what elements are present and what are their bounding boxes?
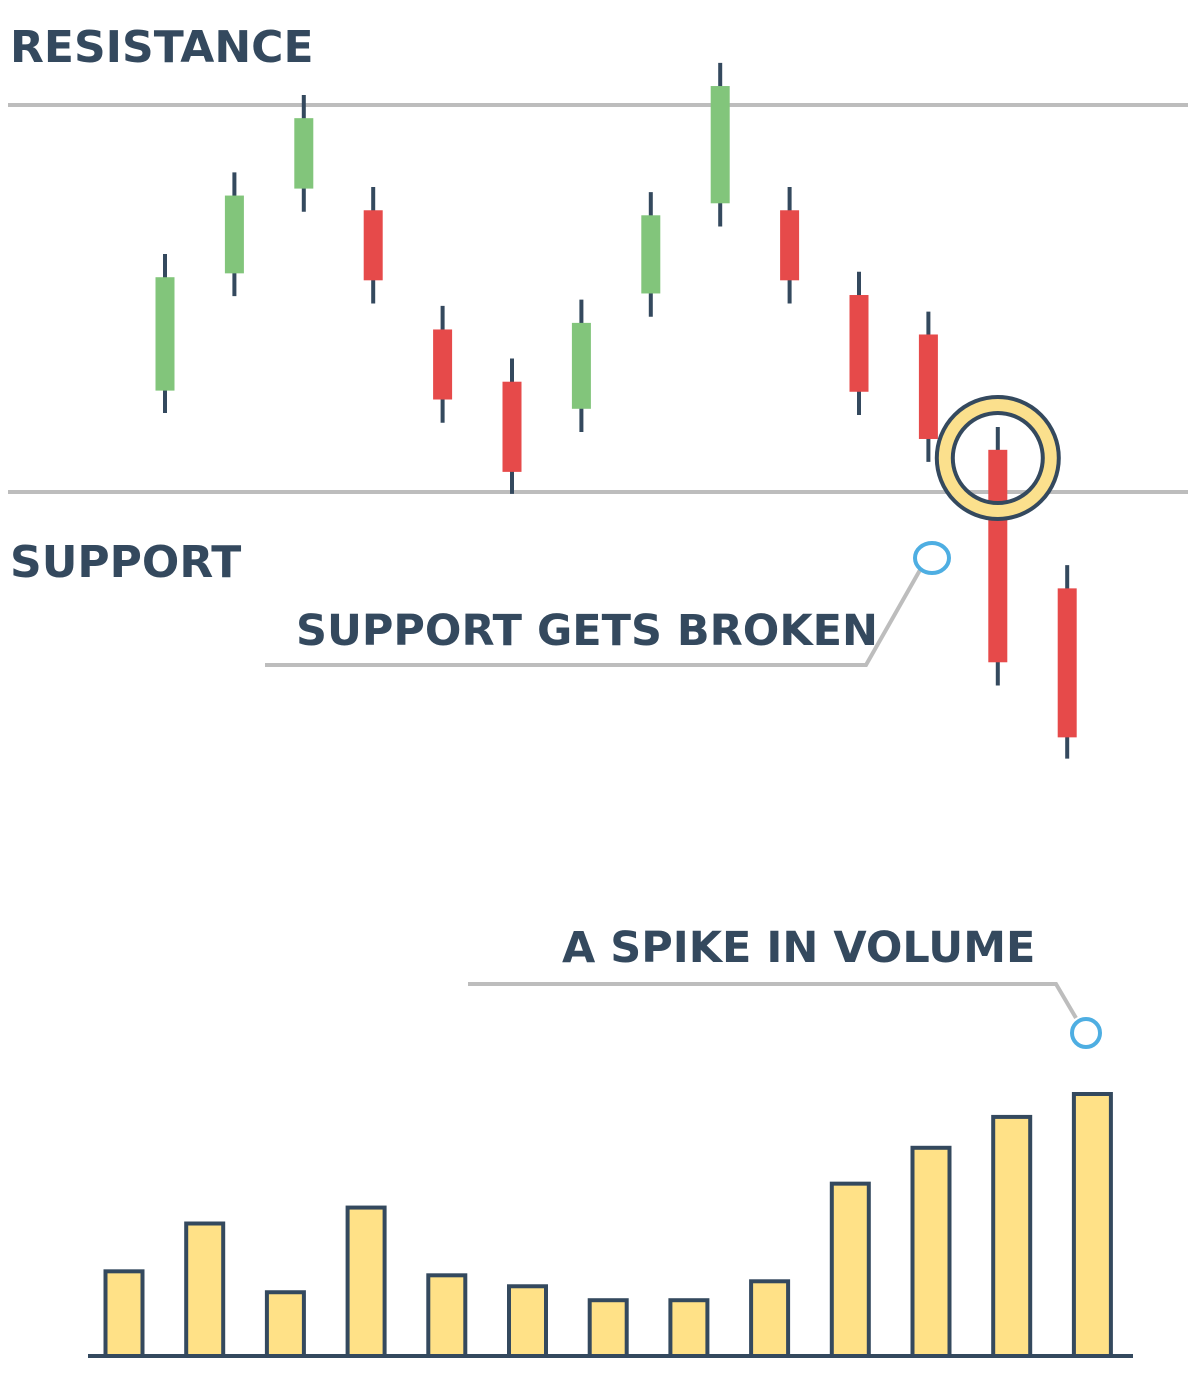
volume-bar [103, 1269, 145, 1359]
volume-spike-callout-marker [1070, 1017, 1102, 1049]
candle-body [571, 322, 591, 409]
volume-bar [507, 1284, 548, 1358]
candle-body [780, 210, 800, 281]
volume-bar [668, 1298, 710, 1358]
support-broken-callout-line [265, 569, 922, 667]
volume-bar [749, 1279, 791, 1358]
volume-bar [264, 1290, 306, 1358]
volume-bar [910, 1145, 952, 1358]
volume-bar [184, 1221, 226, 1359]
candle-body [363, 210, 383, 281]
support-broken-callout-marker [913, 541, 951, 575]
volume-spike-callout-line [468, 982, 1078, 1020]
candle-body [433, 329, 453, 400]
candle-body [641, 215, 661, 294]
support-break-ring-outline-outer [934, 395, 1061, 521]
volume-bar [426, 1273, 468, 1358]
resistance-label: RESISTANCE [10, 22, 314, 73]
candle-body [224, 195, 244, 274]
support-label: SUPPORT [10, 537, 241, 588]
volume-bar [345, 1205, 387, 1358]
support-break-ring-outline-inner [950, 411, 1045, 505]
volume-spike-annotation: A SPIKE IN VOLUME [562, 923, 1035, 973]
volume-bar [991, 1114, 1033, 1359]
candle-body [294, 118, 314, 189]
volume-bar [829, 1181, 871, 1359]
candlestick-series [155, 62, 1077, 759]
candle-body [1057, 588, 1077, 738]
candle-body [502, 381, 522, 472]
candle-body [918, 334, 938, 439]
candle-body [849, 295, 869, 392]
volume-bar [1071, 1092, 1113, 1358]
volume-bar-series [103, 1092, 1113, 1359]
candle-body [710, 86, 730, 204]
candle-body [155, 277, 175, 391]
volume-bar [587, 1298, 629, 1358]
support-broken-annotation: SUPPORT GETS BROKEN [296, 606, 878, 656]
candle-body [988, 449, 1008, 663]
support-break-highlight-ring [936, 397, 1059, 519]
